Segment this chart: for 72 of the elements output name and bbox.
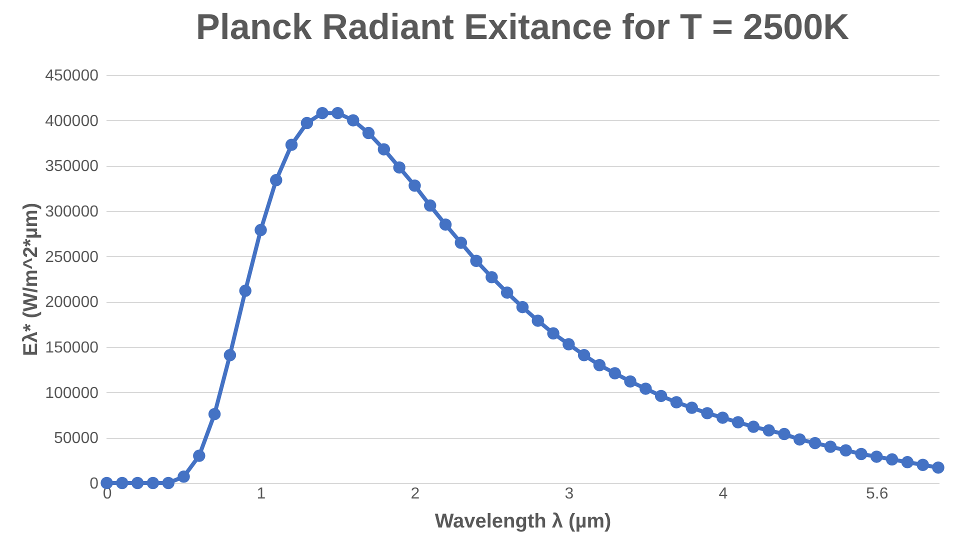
y-tick-label: 450000 — [45, 68, 99, 84]
point — [208, 408, 221, 420]
x-axis-title: Wavelength λ (µm) — [434, 510, 612, 532]
point — [624, 375, 636, 388]
point — [901, 456, 914, 468]
y-tick-label: 50000 — [54, 430, 99, 448]
point — [285, 138, 298, 151]
point — [270, 174, 282, 186]
point — [686, 402, 698, 414]
point — [808, 436, 822, 450]
point — [778, 428, 790, 440]
point — [670, 396, 683, 408]
y-tick-label: 350000 — [45, 158, 99, 176]
point — [486, 271, 498, 284]
point — [100, 476, 113, 490]
x-tick-label: 5.6 — [866, 486, 888, 502]
point — [716, 412, 729, 424]
point — [393, 161, 406, 174]
x-tick-label: 1 — [256, 486, 266, 502]
point — [593, 359, 606, 372]
point — [916, 458, 929, 471]
point — [886, 453, 898, 466]
point — [532, 314, 544, 327]
point — [424, 199, 436, 212]
x-tick-label: 2 — [410, 486, 420, 502]
y-tick-label: 400000 — [45, 112, 99, 130]
y-tick-label: 250000 — [45, 248, 99, 266]
point — [116, 476, 128, 490]
chart-title: Planck Radiant Exitance for T = 2500K — [196, 6, 850, 47]
point — [824, 440, 837, 453]
point — [794, 433, 806, 446]
point — [347, 114, 360, 126]
y-axis-title: Eλ* (W/m^2*µm) — [20, 202, 42, 356]
y-tick-label: 300000 — [45, 204, 99, 220]
y-tick-label: 200000 — [45, 294, 99, 312]
point — [193, 450, 206, 462]
point — [131, 476, 144, 490]
point — [547, 327, 560, 340]
point — [932, 461, 944, 474]
point — [362, 126, 375, 140]
point — [470, 254, 482, 267]
point — [500, 286, 514, 299]
point — [562, 338, 575, 350]
point — [701, 407, 714, 420]
point — [855, 448, 868, 460]
point — [439, 218, 452, 231]
point — [162, 476, 174, 490]
point — [178, 470, 190, 483]
point — [254, 224, 267, 236]
point — [239, 284, 252, 297]
point — [608, 367, 622, 380]
point — [332, 106, 344, 120]
point — [378, 143, 390, 156]
point — [578, 349, 590, 362]
point — [316, 106, 328, 120]
point — [762, 424, 775, 437]
point — [840, 444, 852, 456]
point — [224, 349, 236, 362]
point — [300, 116, 314, 130]
point — [516, 300, 529, 314]
point — [640, 382, 652, 395]
y-tick-label: 100000 — [45, 384, 99, 402]
x-tick-label: 3 — [564, 486, 574, 502]
point — [454, 236, 468, 249]
point — [408, 180, 421, 192]
point — [732, 416, 744, 428]
point — [146, 476, 160, 490]
x-tick-label: 4 — [718, 486, 728, 502]
point — [870, 450, 883, 463]
y-tick-label: 150000 — [45, 340, 99, 356]
point — [654, 390, 668, 402]
point — [747, 420, 760, 433]
